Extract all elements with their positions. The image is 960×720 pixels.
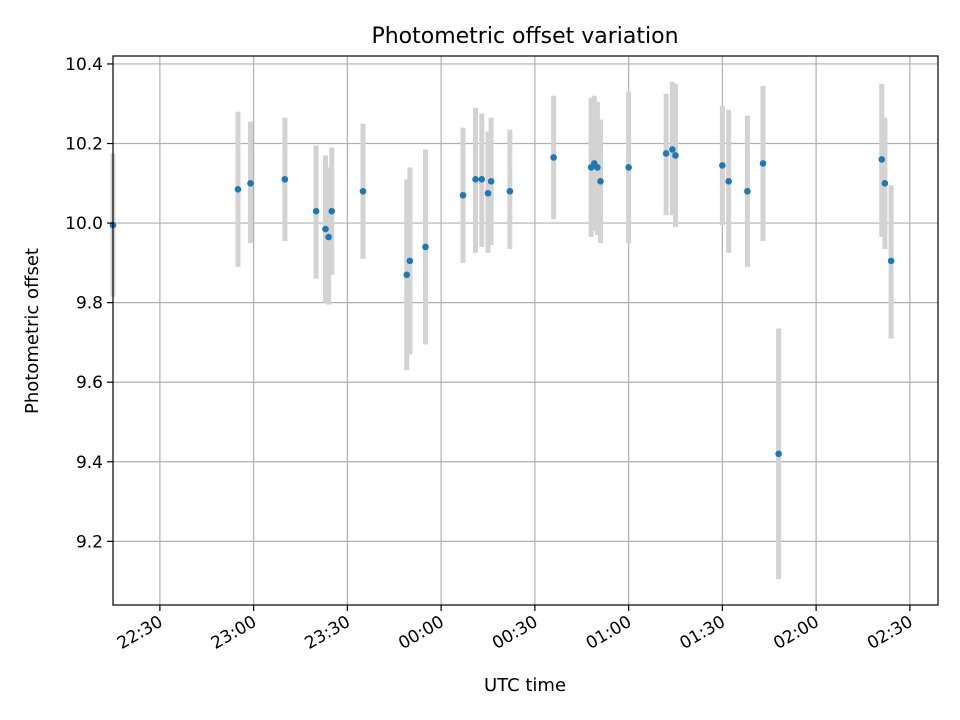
chart-title: Photometric offset variation: [371, 24, 678, 49]
data-point: [669, 146, 676, 153]
x-tick-label: 01:00: [583, 612, 635, 654]
y-tick-label: 9.6: [76, 373, 103, 393]
x-tick-label: 23:00: [208, 612, 260, 654]
x-tick-label: 01:30: [676, 612, 728, 654]
data-point: [662, 150, 670, 157]
x-axis-label: UTC time: [484, 675, 566, 696]
data-point: [472, 176, 479, 183]
data-points: [109, 146, 895, 458]
data-point: [406, 257, 414, 265]
data-point: [322, 225, 329, 233]
x-tick-label: 02:00: [770, 612, 822, 654]
y-tick-label: 10.0: [65, 214, 103, 234]
data-point: [881, 180, 889, 187]
data-point: [759, 160, 767, 167]
data-point: [459, 191, 467, 199]
data-point: [672, 152, 679, 159]
data-point: [328, 207, 336, 215]
y-tick-label: 10.2: [65, 135, 103, 155]
data-point: [484, 189, 492, 197]
x-tick-label: 02:30: [864, 612, 916, 654]
data-point: [594, 164, 601, 171]
data-point: [325, 233, 332, 241]
y-axis-label: Photometric offset: [22, 248, 43, 414]
error-bars: [110, 81, 894, 580]
x-tick-label: 23:30: [301, 612, 353, 654]
y-tick-label: 9.8: [76, 294, 103, 314]
data-point: [550, 154, 557, 161]
y-axis-ticks: 9.2 9.4 9.6 9.8 10.0 10.2 10.4: [65, 55, 113, 552]
data-point: [719, 162, 726, 169]
data-point: [506, 187, 514, 195]
data-point: [312, 207, 320, 215]
plot-frame: [112, 55, 939, 606]
data-point: [247, 180, 254, 187]
y-tick-label: 9.2: [76, 532, 103, 552]
data-point: [403, 271, 411, 279]
data-point: [775, 450, 782, 458]
data-point: [878, 156, 886, 163]
data-point: [478, 176, 486, 183]
data-point: [887, 257, 895, 265]
data-point: [597, 178, 604, 185]
x-axis-ticks: 22:30 23:00 23:30 00:00 00:30 01:00 01:30 02:00…: [114, 605, 916, 654]
data-point: [725, 178, 732, 185]
data-point: [625, 164, 632, 171]
data-point: [359, 187, 367, 195]
y-tick-label: 10.4: [65, 55, 103, 75]
data-point: [234, 185, 242, 193]
data-point: [487, 178, 495, 185]
data-point: [744, 187, 751, 195]
x-tick-label: 00:00: [395, 612, 447, 654]
x-tick-label: 22:30: [114, 612, 166, 654]
data-point: [422, 243, 429, 251]
x-tick-label: 00:30: [489, 612, 541, 654]
y-tick-label: 9.4: [76, 453, 103, 473]
data-point: [281, 176, 289, 183]
